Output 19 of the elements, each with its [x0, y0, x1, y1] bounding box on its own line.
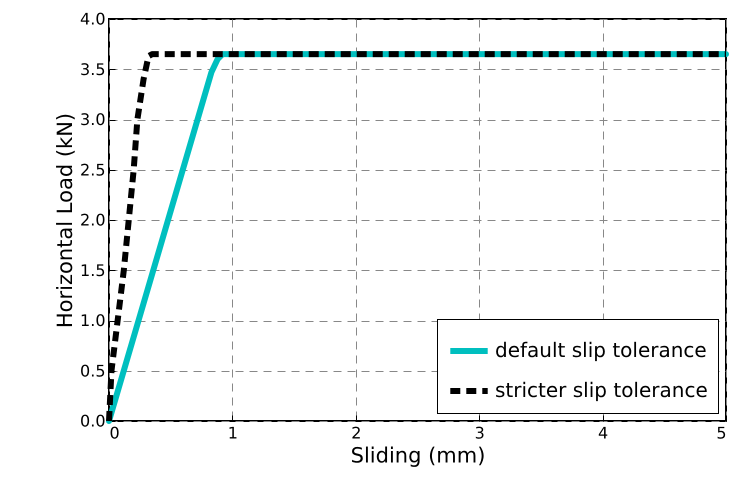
x-tick-label: 3	[474, 424, 485, 442]
x-tick-label: 5	[716, 424, 726, 442]
x-axis-title: Sliding (mm)	[350, 444, 486, 468]
y-tick-label: 3.5	[80, 60, 106, 79]
y-tick-label: 2.0	[80, 210, 106, 230]
y-tick-label: 1.5	[80, 260, 106, 280]
y-tick-label: 1.0	[80, 311, 106, 330]
legend-label: default slip tolerance	[495, 338, 707, 362]
y-tick-label: 0.5	[80, 361, 106, 380]
y-axis-title: Horizontal Load (kN)	[53, 112, 78, 328]
x-tick-label: 1	[228, 424, 238, 442]
x-tick-label: 0	[110, 424, 120, 442]
x-tick-label: 2	[351, 424, 362, 442]
y-tick-label: 3.0	[80, 110, 106, 129]
legend-label: stricter slip tolerance	[495, 378, 708, 402]
y-tick-label: 2.5	[80, 160, 106, 180]
y-tick-label: 0.0	[80, 412, 106, 430]
y-tick-label: 4.0	[80, 10, 106, 28]
x-tick-label: 4	[598, 424, 608, 442]
